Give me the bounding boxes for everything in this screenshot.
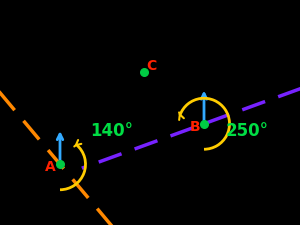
- Text: A: A: [45, 160, 56, 174]
- Point: [142, 70, 146, 74]
- Point: [202, 122, 206, 126]
- Text: 140°: 140°: [90, 122, 133, 140]
- Point: [58, 162, 62, 166]
- Text: C: C: [146, 59, 156, 73]
- Text: B: B: [190, 120, 200, 134]
- Text: 250°: 250°: [226, 122, 269, 140]
